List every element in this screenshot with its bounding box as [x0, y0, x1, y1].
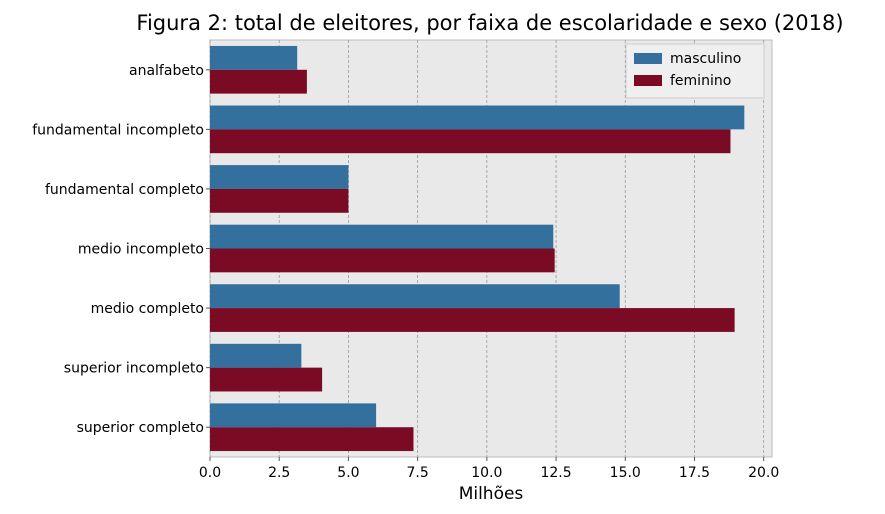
x-tick-label: 12.5: [540, 465, 571, 481]
bar-masculino: [210, 45, 298, 70]
bar-masculino: [210, 343, 302, 368]
bar-feminino: [210, 69, 307, 94]
legend-label-feminino: feminino: [670, 73, 731, 89]
y-tick-label: medio completo: [91, 301, 204, 317]
y-tick-label: superior completo: [77, 420, 204, 436]
x-tick-label: 7.5: [407, 465, 429, 481]
legend-swatch-masculino: [634, 53, 662, 64]
x-tick-label: 10.0: [471, 465, 502, 481]
x-axis-label: Milhões: [459, 484, 524, 504]
y-tick-label: superior incompleto: [64, 361, 204, 377]
bar-feminino: [210, 308, 735, 332]
x-tick-label: 17.5: [679, 465, 710, 481]
bar-masculino: [210, 224, 554, 249]
y-tick-label: analfabeto: [129, 63, 204, 79]
x-tick-label: 15.0: [610, 465, 641, 481]
bar-masculino: [210, 403, 377, 428]
bar-feminino: [210, 188, 349, 213]
x-tick-label: 0.0: [199, 465, 221, 481]
bar-masculino: [210, 165, 349, 189]
bar-masculino: [210, 105, 745, 130]
bar-feminino: [210, 129, 731, 154]
legend-label-masculino: masculino: [670, 51, 741, 67]
legend: masculino feminino: [625, 43, 765, 99]
y-tick-label: fundamental incompleto: [32, 122, 204, 138]
bar-masculino: [210, 284, 620, 309]
bars: [210, 45, 745, 452]
x-tick-labels: 0.0 2.5 5.0 7.5 10.0 12.5 15.0 17.5 20.0: [199, 457, 779, 481]
legend-swatch-feminino: [634, 75, 662, 86]
bar-feminino: [210, 367, 323, 392]
chart-title: Figura 2: total de eleitores, por faixa …: [136, 11, 843, 35]
x-tick-label: 20.0: [748, 465, 779, 481]
bar-feminino: [210, 427, 414, 452]
x-tick-label: 2.5: [268, 465, 290, 481]
y-tick-labels: analfabeto fundamental incompleto fundamen…: [32, 63, 210, 436]
y-tick-label: medio incompleto: [78, 242, 204, 258]
x-tick-label: 5.0: [337, 465, 359, 481]
y-tick-label: fundamental completo: [45, 182, 204, 198]
bar-feminino: [210, 248, 555, 273]
